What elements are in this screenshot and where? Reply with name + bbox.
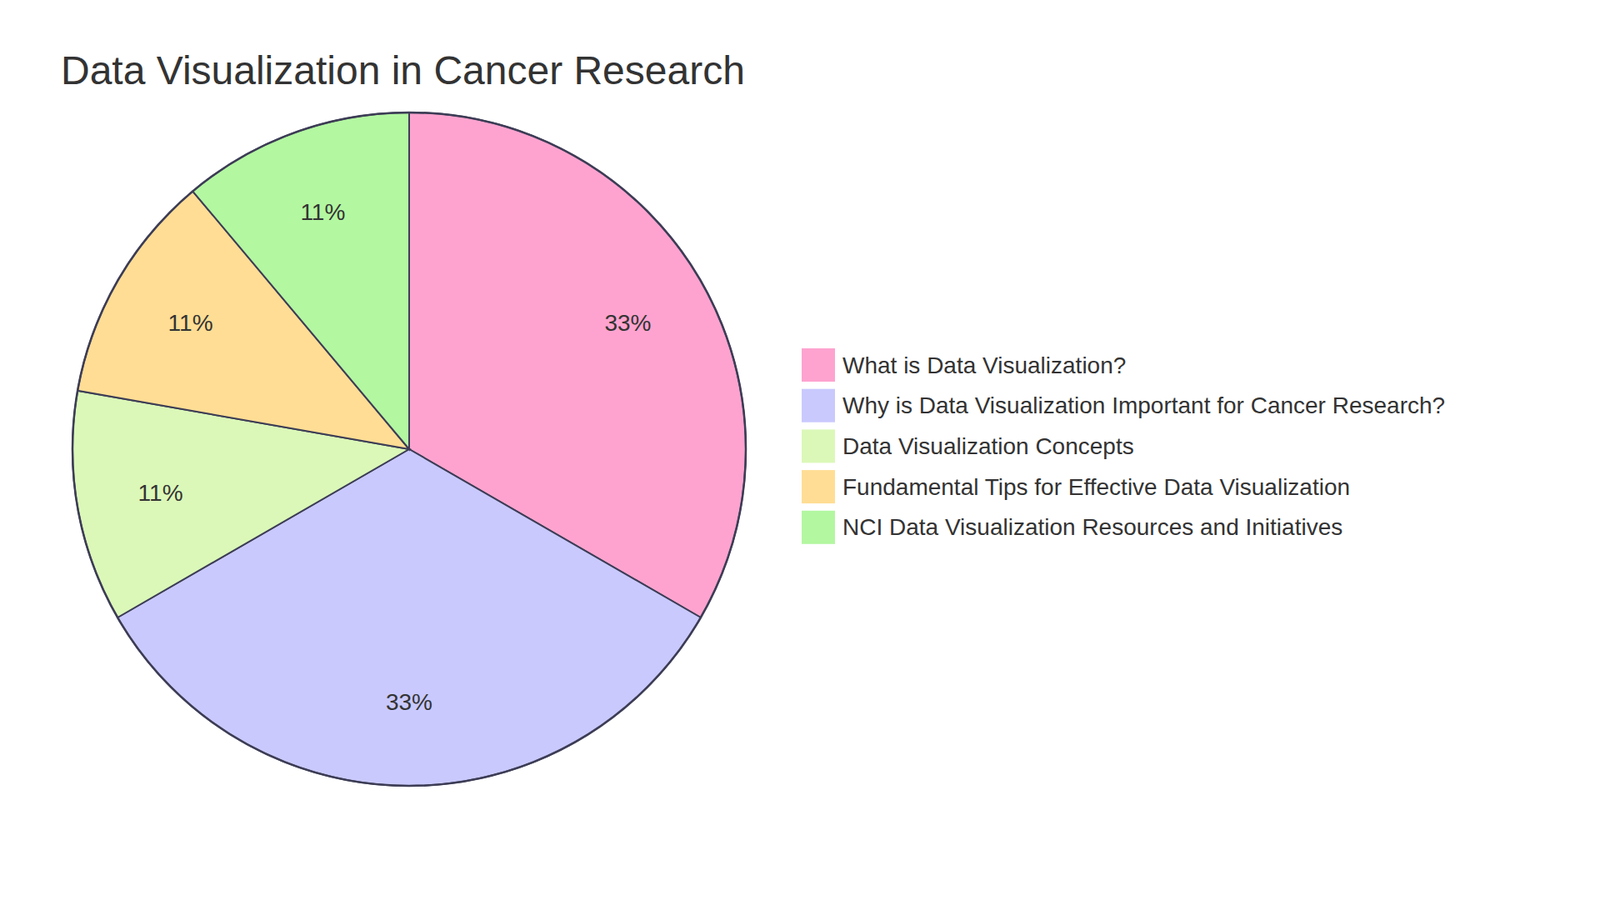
legend-swatch (801, 389, 835, 423)
legend-label: Why is Data Visualization Important for … (842, 392, 1445, 419)
legend-swatch (801, 470, 835, 504)
data-label: 33% (604, 310, 651, 336)
data-label: 11% (138, 480, 184, 506)
data-label: 33% (385, 689, 433, 715)
data-label: 11% (300, 199, 345, 225)
data-label: 11% (168, 310, 214, 336)
legend-label: Data Visualization Concepts (842, 433, 1135, 460)
legend: What is Data Visualization? Why is Data V… (801, 348, 1445, 545)
legend-label: NCI Data Visualization Resources and Ini… (842, 514, 1343, 540)
slices (72, 112, 746, 786)
legend-swatch (801, 510, 835, 545)
legend-swatch (801, 348, 835, 382)
legend-swatch (801, 429, 835, 463)
legend-label: What is Data Visualization? (842, 352, 1126, 379)
pie-outline (72, 112, 746, 786)
title: Data Visualization in Cancer Research (60, 48, 745, 93)
slice (192, 112, 410, 450)
chart: Data Visualization in Cancer Research 33%… (0, 0, 1600, 900)
legend-label: Fundamental Tips for Effective Data Visu… (842, 474, 1350, 500)
